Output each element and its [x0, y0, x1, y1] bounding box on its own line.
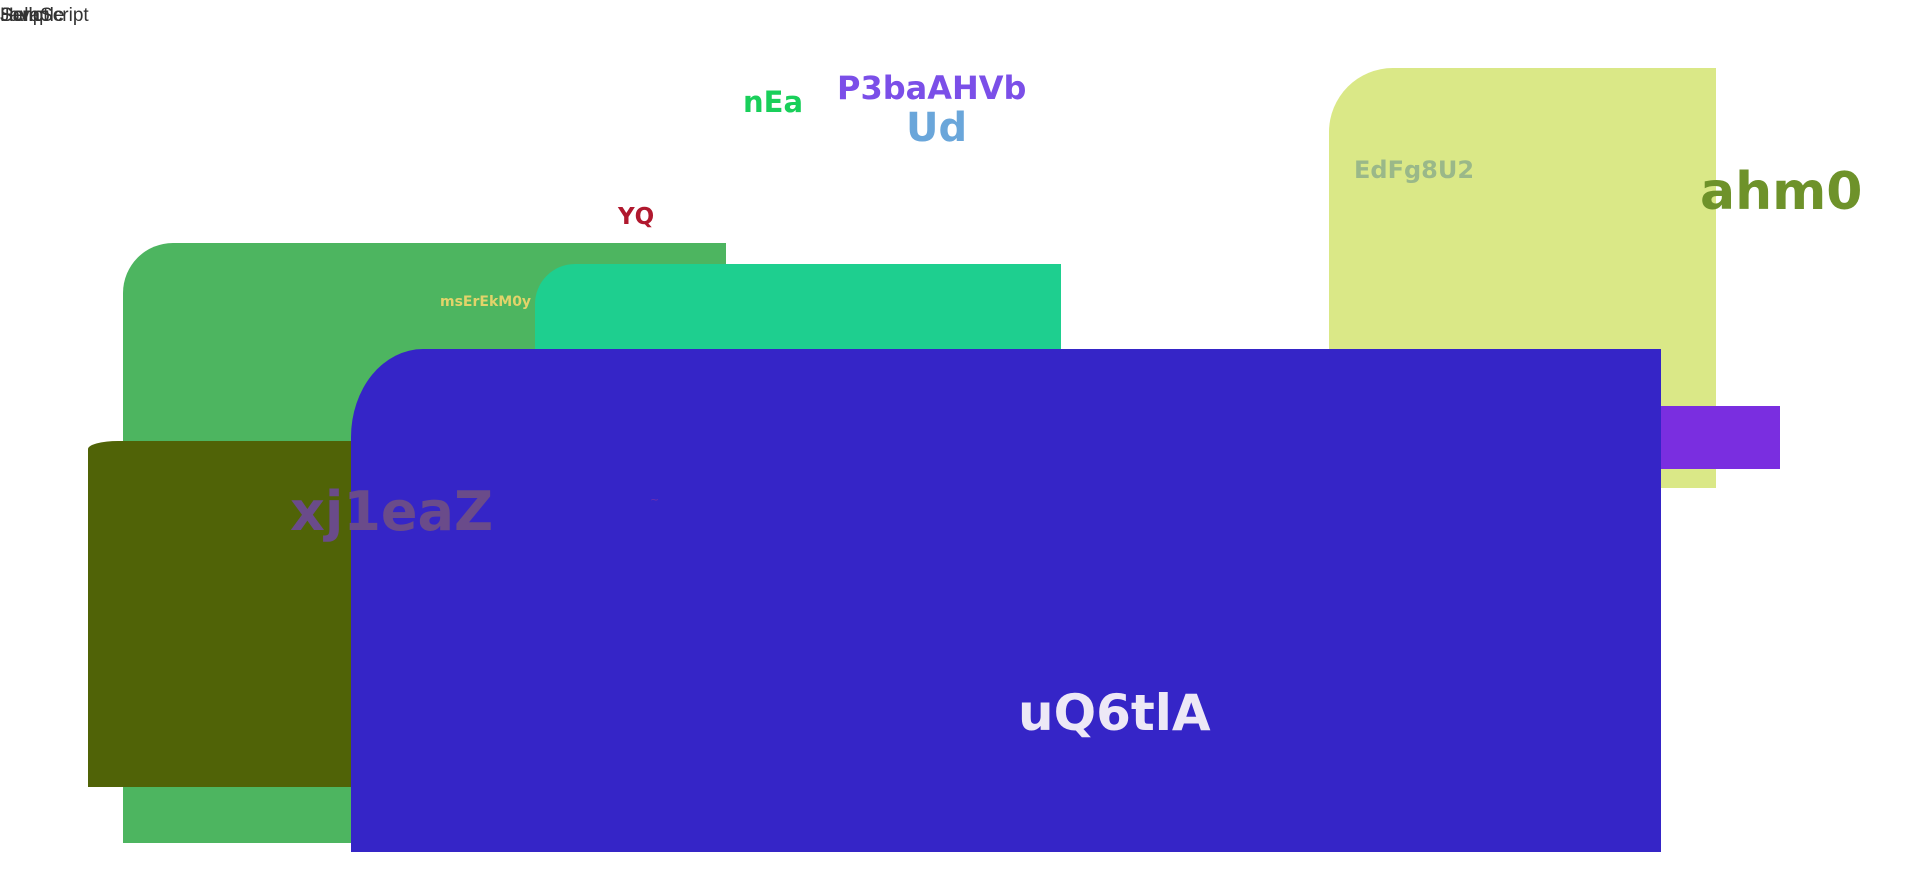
label-edfg8u2: EdFg8U2 [1354, 156, 1475, 184]
corner-text-b: Sample [0, 5, 65, 26]
label-nea: nEa [743, 85, 804, 119]
violet-bar [1640, 406, 1780, 469]
corner-text-d: JavaScript [0, 5, 89, 26]
label-uq6tla: uQ6tlA [1018, 684, 1211, 742]
label-ahm0: ahm0 [1700, 162, 1863, 222]
label-mserekm0y: msErEkM0y [440, 294, 532, 310]
label-p3baahvb: P3baAHVb [837, 69, 1027, 107]
label-tiny-mark: ~ [650, 493, 660, 506]
blue-panel [351, 349, 1661, 852]
corner-text-a: Hello [0, 5, 44, 26]
olive-panel [88, 441, 388, 787]
label-yq: YQ [618, 204, 655, 230]
label-xj1eaz: xj1eaZ [290, 480, 494, 543]
label-ud: Ud [906, 105, 968, 151]
corner-text-c: Script [0, 5, 49, 26]
